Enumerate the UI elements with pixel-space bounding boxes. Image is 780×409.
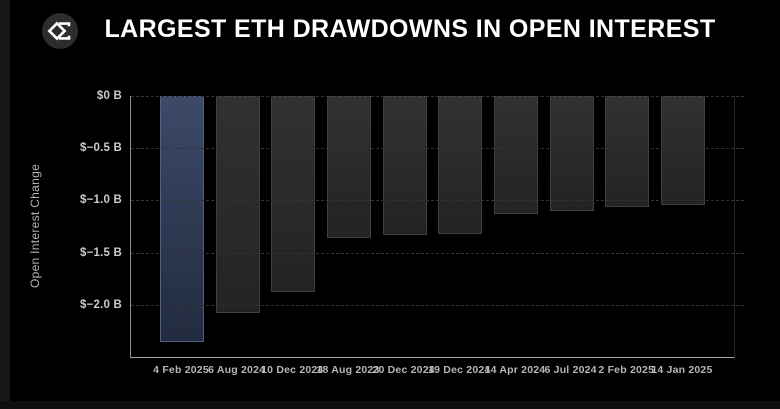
bar-10-dec-2024[interactable] xyxy=(271,96,316,292)
y-tick-label: $−1.5 B xyxy=(80,246,122,259)
bar-19-dec-2024[interactable] xyxy=(438,96,483,234)
x-tick: 6 Aug 2024 xyxy=(208,364,265,376)
x-tick-label: 14 Jan 2025 xyxy=(651,364,713,376)
y-tick-label: $−1.0 B xyxy=(80,194,122,207)
x-tick-label: 20 Dec 2024 xyxy=(372,364,435,376)
bar-18-aug-2023[interactable] xyxy=(326,96,371,238)
x-tick: 18 Aug 2023 xyxy=(316,364,379,376)
bar-6-jul-2024[interactable] xyxy=(549,96,594,211)
x-tick-label: 2 Feb 2025 xyxy=(598,364,655,376)
x-tick: 4 Feb 2025 xyxy=(153,364,209,376)
window-left-edge xyxy=(0,0,10,409)
bars xyxy=(131,96,734,357)
x-tick-label: 10 Dec 2024 xyxy=(261,364,324,376)
bar-6-aug-2024[interactable] xyxy=(215,96,260,313)
x-tick: 19 Dec 2024 xyxy=(428,364,490,376)
x-tick: 6 Jul 2024 xyxy=(545,364,597,376)
x-tick-label: 14 Apr 2024 xyxy=(484,364,546,376)
x-tick-label: 18 Aug 2023 xyxy=(316,364,380,376)
x-tick: 2 Feb 2025 xyxy=(598,364,654,376)
y-axis-ticks: $0 B $−0.5 B $−1.0 B $−1.5 B $−2.0 B xyxy=(0,90,122,357)
plot-area xyxy=(130,96,744,358)
gridline xyxy=(131,304,744,306)
bar-2-feb-2025[interactable] xyxy=(605,96,650,207)
x-tick: 20 Dec 2024 xyxy=(372,364,434,376)
page-title: LARGEST ETH DRAWDOWNS IN OPEN INTEREST xyxy=(104,15,716,43)
x-tick-label: 6 Aug 2024 xyxy=(208,364,266,376)
window-bottom-edge xyxy=(0,401,780,409)
bar-14-jan-2025[interactable] xyxy=(660,96,705,205)
x-tick: 14 Apr 2024 xyxy=(485,364,546,376)
bar-20-dec-2024[interactable] xyxy=(382,96,427,235)
gridline xyxy=(131,252,744,254)
y-tick-label: $0 B xyxy=(96,90,122,102)
sigma-logo-icon xyxy=(42,13,78,49)
x-tick: 14 Jan 2025 xyxy=(651,364,712,376)
x-axis-labels: 4 Feb 2025 6 Aug 2024 10 Dec 2024 18 Aug 20… xyxy=(130,364,733,376)
gridline xyxy=(131,96,744,97)
gridline xyxy=(131,148,744,150)
gridline xyxy=(131,200,744,202)
y-tick-label: $−2.0 B xyxy=(80,298,122,311)
bar-4-feb-2025[interactable] xyxy=(160,96,204,342)
y-tick-label: $−0.5 B xyxy=(80,142,122,155)
bar-14-apr-2024[interactable] xyxy=(493,96,538,214)
x-tick-label: 4 Feb 2025 xyxy=(153,364,209,376)
x-tick-label: 19 Dec 2024 xyxy=(428,364,491,376)
x-tick-label: 6 Jul 2024 xyxy=(544,364,597,376)
x-tick: 10 Dec 2024 xyxy=(261,364,323,376)
